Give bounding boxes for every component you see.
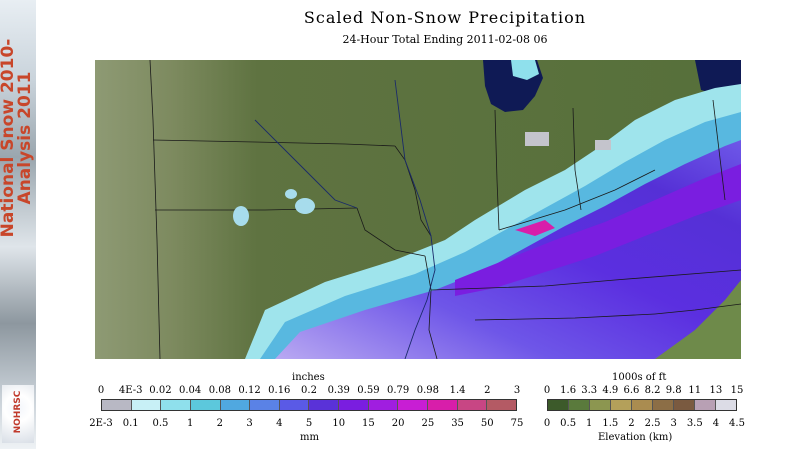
sidebar-banner-text: National Snow 2010- Analysis 2011 bbox=[0, 12, 36, 264]
scale-top-tick: 6.6 bbox=[623, 385, 640, 396]
scale-top-tick: 2 bbox=[484, 385, 491, 396]
scale-bottom-tick: 35 bbox=[451, 418, 464, 429]
color-swatch bbox=[487, 400, 516, 410]
precip-heaviest bbox=[515, 220, 555, 236]
scale-bottom-tick: 3 bbox=[670, 418, 677, 429]
scale-top-tick: 4.9 bbox=[602, 385, 619, 396]
color-swatch bbox=[220, 400, 251, 410]
scale-top-tick: 15 bbox=[730, 385, 744, 396]
scale-bottom-tick: 0.5 bbox=[152, 418, 169, 429]
scale-bottom-tick: 2 bbox=[628, 418, 635, 429]
scale-top-tick: 0.59 bbox=[357, 385, 380, 396]
color-swatch bbox=[102, 400, 132, 410]
scale-top-tick: 0.39 bbox=[327, 385, 350, 396]
banner-line-2: Analysis 2011 bbox=[15, 71, 35, 205]
scale-bottom-tick: 10 bbox=[332, 418, 346, 429]
elevation-top-unit: 1000s of ft bbox=[612, 372, 667, 383]
precip-top-unit: inches bbox=[292, 372, 325, 383]
color-swatch bbox=[611, 400, 632, 410]
scale-top-tick: 0.08 bbox=[208, 385, 231, 396]
color-swatch bbox=[632, 400, 653, 410]
scale-bottom-tick: 15 bbox=[362, 418, 375, 429]
scale-top-tick: 1.4 bbox=[449, 385, 466, 396]
scale-top-tick: 3.3 bbox=[581, 385, 598, 396]
scale-top-tick: 1.6 bbox=[560, 385, 577, 396]
color-swatch bbox=[309, 400, 340, 410]
color-swatch bbox=[190, 400, 221, 410]
color-swatch bbox=[398, 400, 429, 410]
scale-bottom-tick: 0.1 bbox=[122, 418, 139, 429]
color-swatch bbox=[695, 400, 716, 410]
scale-top-tick: 11 bbox=[688, 385, 702, 396]
scale-top-tick: 0.02 bbox=[149, 385, 172, 396]
scale-bottom-tick: 4.5 bbox=[729, 418, 745, 429]
page-subtitle: 24-Hour Total Ending 2011-02-08 06 bbox=[342, 33, 548, 46]
isolated-precip-patches bbox=[233, 132, 611, 226]
scale-bottom-tick: 1.5 bbox=[602, 418, 619, 429]
scale-bottom-tick: 1 bbox=[186, 418, 194, 429]
scale-bottom-tick: 4 bbox=[276, 418, 283, 429]
color-swatch bbox=[457, 400, 488, 410]
color-swatch bbox=[279, 400, 310, 410]
scale-bottom-tick: 0 bbox=[543, 418, 551, 429]
logo-text: NOHRSC bbox=[13, 390, 23, 434]
scale-bottom-tick: 3.5 bbox=[686, 418, 703, 429]
color-swatch bbox=[339, 400, 369, 410]
rivers bbox=[254, 79, 436, 359]
color-swatch bbox=[161, 400, 191, 410]
precip-bottom-unit: mm bbox=[300, 432, 319, 443]
appalachian-terrain bbox=[655, 280, 741, 359]
sidebar-banner-panel: National Snow 2010- Analysis 2011 NOHRSC bbox=[0, 0, 36, 449]
lake-michigan-shore-precip bbox=[511, 60, 539, 80]
state-borders bbox=[149, 60, 741, 359]
elevation-color-bar bbox=[547, 399, 737, 411]
scale-bottom-tick: 50 bbox=[480, 418, 494, 429]
color-swatch bbox=[569, 400, 590, 410]
scale-top-tick: 4E-3 bbox=[118, 385, 143, 396]
scale-bottom-tick: 20 bbox=[391, 418, 405, 429]
nohrsc-logo: NOHRSC bbox=[2, 385, 34, 443]
color-swatch bbox=[428, 400, 458, 410]
scale-bottom-tick: 2E-3 bbox=[89, 418, 113, 429]
precip-moderate bbox=[275, 140, 741, 359]
scale-bottom-tick: 3 bbox=[246, 418, 253, 429]
scale-bottom-tick: 2.5 bbox=[644, 418, 661, 429]
precip-heavy bbox=[455, 164, 741, 296]
scale-top-tick: 0.04 bbox=[179, 385, 202, 396]
scale-top-tick: 8.2 bbox=[644, 385, 661, 396]
scale-top-tick: 0.12 bbox=[238, 385, 261, 396]
scale-bottom-tick: 0.5 bbox=[560, 418, 577, 429]
color-swatch bbox=[653, 400, 674, 410]
scale-top-tick: 0.16 bbox=[268, 385, 291, 396]
scale-top-tick: 9.8 bbox=[665, 385, 682, 396]
map-svg bbox=[95, 60, 741, 359]
scale-top-tick: 3 bbox=[513, 385, 521, 396]
scale-bottom-tick: 4 bbox=[712, 418, 720, 429]
color-swatch bbox=[548, 400, 569, 410]
page-title: Scaled Non-Snow Precipitation bbox=[303, 8, 587, 27]
color-swatch bbox=[250, 400, 280, 410]
precipitation-map bbox=[95, 60, 741, 359]
precip-color-bar bbox=[101, 399, 517, 411]
scale-top-tick: 13 bbox=[709, 385, 723, 396]
scale-top-tick: 0 bbox=[543, 385, 551, 396]
scale-bottom-tick: 2 bbox=[216, 418, 224, 429]
elevation-bottom-unit: Elevation (km) bbox=[598, 432, 673, 443]
color-swatch bbox=[368, 400, 399, 410]
scale-bottom-tick: 5 bbox=[305, 418, 313, 429]
scale-bottom-tick: 25 bbox=[421, 418, 435, 429]
color-swatch bbox=[590, 400, 611, 410]
color-swatch bbox=[131, 400, 162, 410]
scale-top-tick: 0.98 bbox=[416, 385, 439, 396]
scale-bottom-tick: 75 bbox=[510, 418, 524, 429]
color-swatch bbox=[674, 400, 695, 410]
scale-top-tick: 0 bbox=[97, 385, 105, 396]
scale-bottom-tick: 1 bbox=[586, 418, 593, 429]
scale-top-tick: 0.2 bbox=[301, 385, 317, 396]
color-swatch bbox=[716, 400, 736, 410]
scale-top-tick: 0.79 bbox=[387, 385, 410, 396]
